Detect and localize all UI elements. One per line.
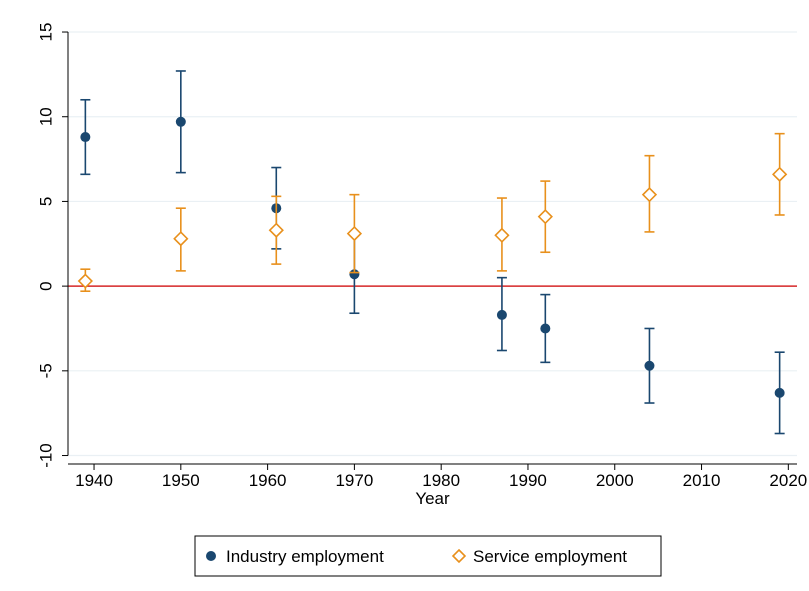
x-tick-label: 1990 <box>509 471 547 490</box>
series-layer <box>77 70 788 435</box>
data-point <box>641 187 658 203</box>
legend-industry-marker <box>206 551 216 561</box>
data-point <box>494 227 510 243</box>
data-point <box>77 273 93 289</box>
data-point <box>268 222 284 238</box>
data-point <box>774 387 785 398</box>
y-tick-label: -5 <box>37 363 56 378</box>
data-point <box>346 225 363 242</box>
data-point <box>175 116 186 127</box>
data-point <box>496 309 507 320</box>
legend-industry-label: Industry employment <box>226 547 384 566</box>
legend-service-label: Service employment <box>473 547 627 566</box>
legend: Industry employment Service employment <box>194 535 662 577</box>
data-point <box>80 132 91 143</box>
legend-service-marker <box>451 548 467 564</box>
x-tick-label: 2020 <box>769 471 807 490</box>
data-point <box>537 209 553 225</box>
x-tick-label: 1950 <box>162 471 200 490</box>
x-tick-label: 1980 <box>422 471 460 490</box>
data-point <box>644 360 655 371</box>
data-point <box>772 166 788 182</box>
x-tick-label: 1960 <box>249 471 287 490</box>
series-service <box>77 132 788 293</box>
x-tick-label: 1940 <box>75 471 113 490</box>
y-tick-label: -10 <box>37 443 56 468</box>
y-tick-label: 5 <box>37 197 56 206</box>
y-axis: -10 -5 0 5 10 15 <box>37 23 69 468</box>
x-tick-label: 2000 <box>596 471 634 490</box>
data-point <box>349 269 360 280</box>
y-tick-label: 10 <box>37 107 56 126</box>
x-axis: 1940 1950 1960 1970 1980 1990 2000 2010 2020 <box>68 463 807 490</box>
x-tick-label: 2010 <box>683 471 721 490</box>
y-tick-label: 0 <box>37 281 56 290</box>
legend-box <box>194 535 662 577</box>
y-tick-label: 15 <box>37 23 56 42</box>
data-point <box>173 231 189 247</box>
data-point <box>540 323 551 334</box>
x-axis-title: Year <box>415 489 450 508</box>
x-tick-label: 1970 <box>335 471 373 490</box>
